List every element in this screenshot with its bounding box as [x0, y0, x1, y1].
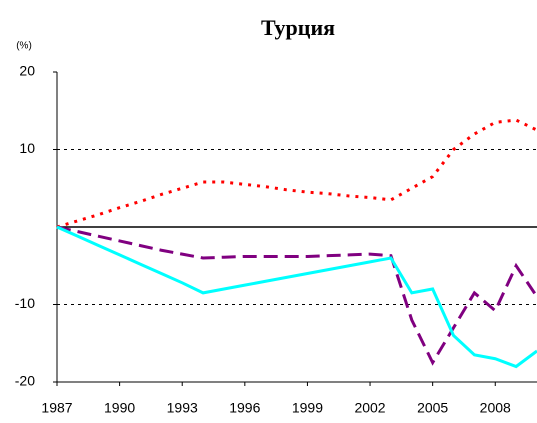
x-tick-label: 2008	[480, 400, 511, 416]
x-tick-label: 2002	[354, 400, 385, 416]
line-series	[56, 225, 537, 369]
chart-title: Турция	[261, 15, 335, 40]
y-tick-label: -10	[15, 295, 35, 311]
y-tick-label: 10	[19, 140, 35, 156]
y-tick-label: -20	[15, 373, 35, 389]
x-tick-label: 1990	[104, 400, 135, 416]
line-series	[56, 225, 537, 366]
x-tick-label: 1993	[167, 400, 198, 416]
x-tick-label: 1999	[292, 400, 323, 416]
x-tick-label: 1996	[229, 400, 260, 416]
y-axis-label: (%)	[16, 41, 32, 52]
y-tick-label: 20	[19, 63, 35, 79]
x-tick-label: 2005	[417, 400, 448, 416]
x-tick-label: 1987	[41, 400, 72, 416]
line-series	[56, 118, 537, 229]
